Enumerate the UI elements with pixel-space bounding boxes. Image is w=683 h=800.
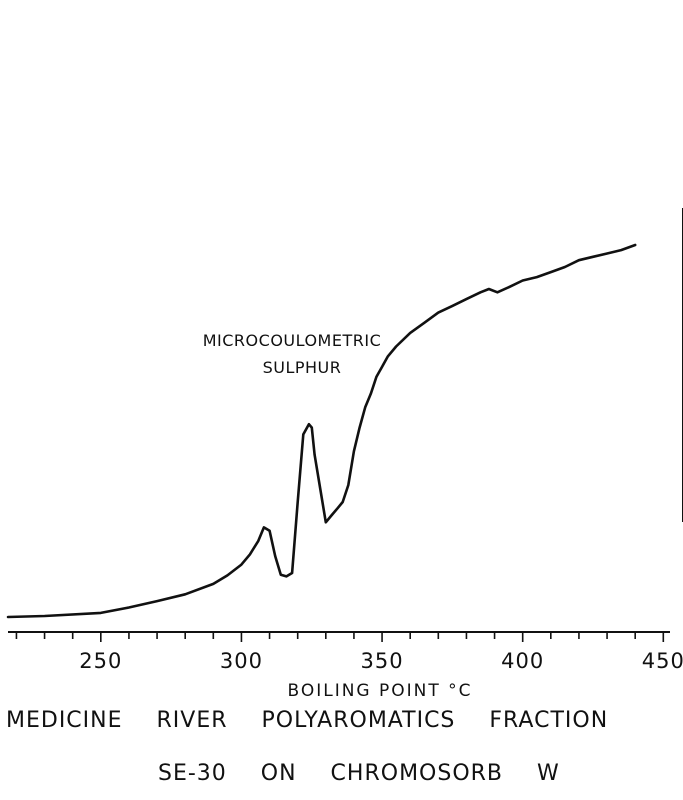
curve-layer (6, 243, 637, 619)
x-tick-label: 450 (642, 649, 683, 673)
annotation-line-2: SULPHUR (263, 358, 342, 377)
annotation-line-1: MICROCOULOMETRIC (203, 331, 382, 350)
chart-subtitle: SE-30 ON CHROMOSORB W (158, 761, 560, 786)
chart-title: MEDICINE RIVER POLYAROMATICS FRACTION (6, 708, 609, 733)
x-tick-label: 300 (220, 649, 263, 673)
x-tick-layer: 250 300 350 400 450 (15, 632, 683, 673)
series-line (6, 243, 637, 619)
x-tick-label: 350 (361, 649, 404, 673)
x-tick-label: 400 (501, 649, 544, 673)
x-axis-label: BOILING POINT °C (287, 681, 472, 701)
x-tick-label: 250 (79, 649, 122, 673)
